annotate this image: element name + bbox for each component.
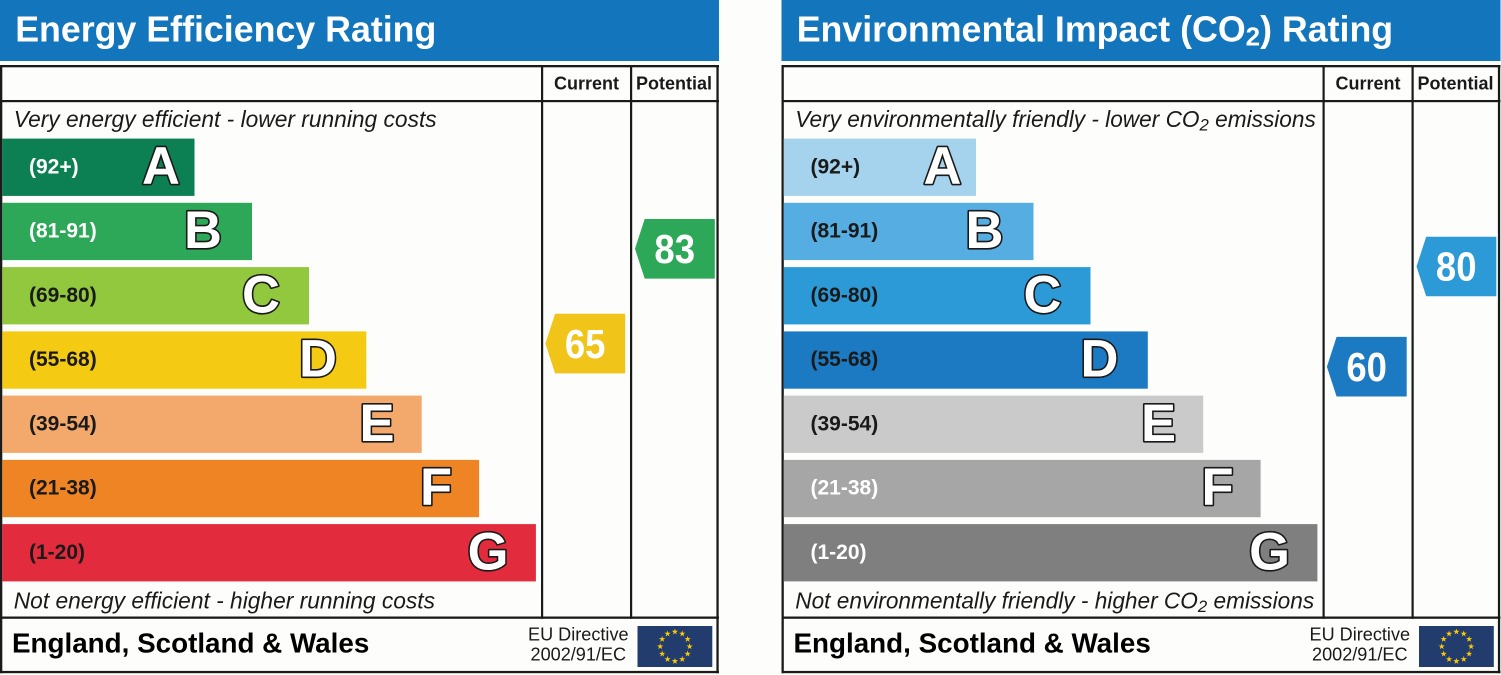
svg-text:Not environmentally friendly -: Not environmentally friendly - higher CO… [795,587,1314,615]
svg-text:G: G [468,522,509,581]
svg-text:2002/91/EC: 2002/91/EC [531,644,627,664]
svg-text:(69-80): (69-80) [811,284,879,307]
svg-text:(92+): (92+) [811,155,861,178]
svg-text:(81-91): (81-91) [811,220,879,243]
svg-text:65: 65 [565,322,606,367]
svg-text:G: G [1249,522,1290,581]
svg-text:C: C [1024,265,1062,324]
svg-text:B: B [184,201,222,260]
svg-text:(21-38): (21-38) [811,477,879,500]
svg-text:(92+): (92+) [29,155,79,178]
svg-text:(81-91): (81-91) [29,220,97,243]
svg-text:D: D [1081,330,1119,389]
svg-text:C: C [242,265,280,324]
svg-text:(21-38): (21-38) [29,477,97,500]
svg-text:Potential: Potential [1417,74,1493,94]
svg-text:60: 60 [1346,345,1387,390]
svg-text:(69-80): (69-80) [29,284,97,307]
svg-text:Not energy efficient - higher: Not energy efficient - higher running co… [14,587,435,613]
svg-text:B: B [966,201,1004,260]
svg-text:2002/91/EC: 2002/91/EC [1312,644,1408,664]
svg-text:Very environmentally friendly: Very environmentally friendly - lower CO… [795,106,1316,134]
svg-text:(1-20): (1-20) [29,541,85,564]
svg-text:EU Directive: EU Directive [528,625,629,645]
svg-text:E: E [359,394,394,453]
svg-text:A: A [142,137,180,196]
svg-text:E: E [1141,394,1176,453]
svg-text:Potential: Potential [636,74,712,94]
svg-text:A: A [924,137,962,196]
svg-text:England, Scotland & Wales: England, Scotland & Wales [794,628,1151,659]
svg-text:(55-68): (55-68) [811,348,879,371]
svg-text:80: 80 [1436,245,1477,290]
svg-text:Very energy efficient - lower: Very energy efficient - lower running co… [14,106,437,132]
svg-text:Current: Current [1335,74,1400,94]
svg-text:Energy Efficiency Rating: Energy Efficiency Rating [15,9,436,49]
svg-text:Environmental Impact (CO2) Rat: Environmental Impact (CO2) Rating [797,9,1393,51]
svg-text:(39-54): (39-54) [811,412,879,435]
svg-text:Current: Current [554,74,619,94]
svg-text:(1-20): (1-20) [811,541,867,564]
svg-text:(39-54): (39-54) [29,412,97,435]
svg-text:(55-68): (55-68) [29,348,97,371]
svg-text:83: 83 [654,227,695,272]
svg-text:EU Directive: EU Directive [1310,625,1411,645]
svg-text:F: F [420,458,452,517]
svg-text:England, Scotland & Wales: England, Scotland & Wales [12,628,369,659]
svg-text:F: F [1201,458,1233,517]
svg-text:D: D [299,330,337,389]
